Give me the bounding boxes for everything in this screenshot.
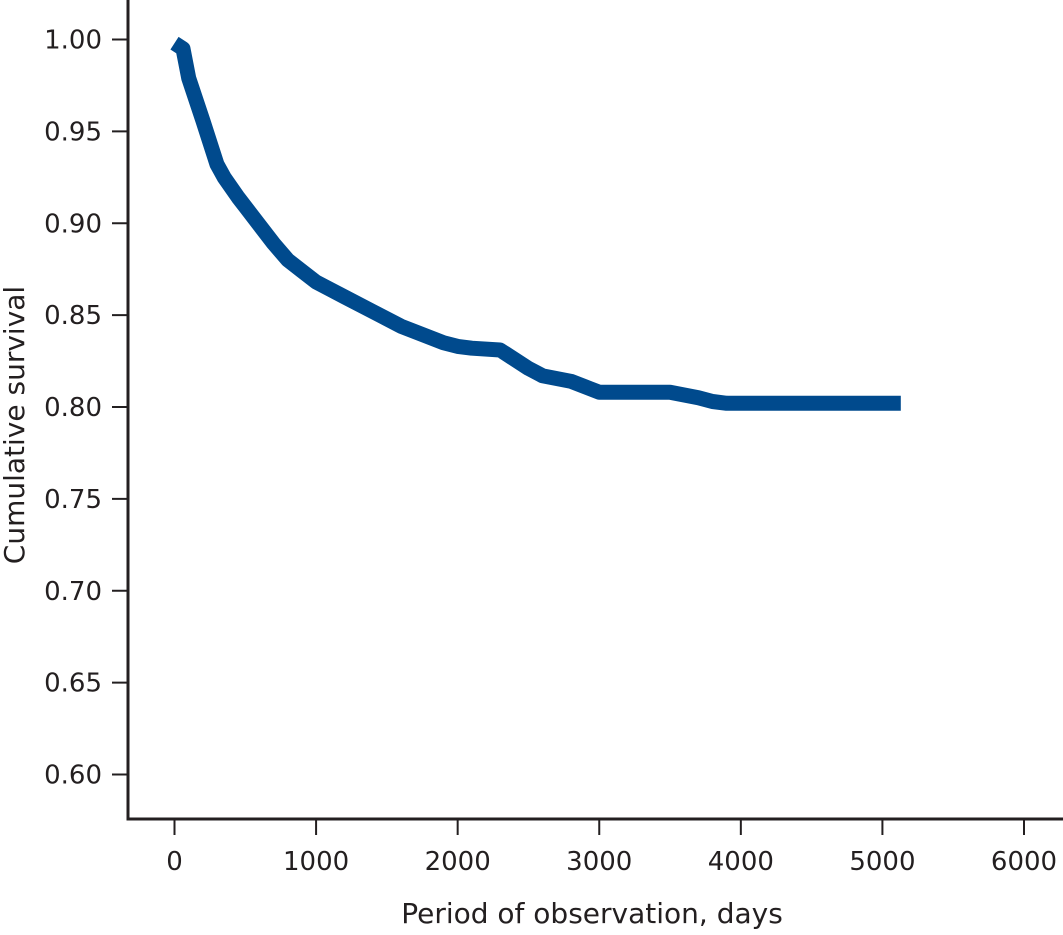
- x-tick-label: 6000: [991, 847, 1057, 877]
- x-axis-title: Period of observation, days: [401, 897, 783, 930]
- y-tick-label: 0.85: [44, 301, 102, 331]
- y-axis-title: Cumulative survival: [0, 286, 31, 564]
- y-tick-label: 1.00: [44, 26, 102, 56]
- x-tick-label: 3000: [566, 847, 632, 877]
- y-axis-ticks: 0.60 0.65 0.70 0.75 0.80 0.85 0.90 0.95 1.00: [44, 26, 128, 791]
- y-tick-label: 0.80: [44, 393, 102, 423]
- y-tick-label: 0.75: [44, 485, 102, 515]
- x-tick-label: 1000: [283, 847, 349, 877]
- series: [175, 43, 901, 403]
- y-tick-label: 0.60: [44, 761, 102, 791]
- y-tick-label: 0.65: [44, 669, 102, 699]
- axes: [127, 0, 1063, 821]
- x-tick-label: 4000: [708, 847, 774, 877]
- y-tick-label: 0.70: [44, 577, 102, 607]
- x-axis-ticks: 0 1000 2000 3000 4000 5000 6000: [166, 819, 1057, 877]
- x-tick-label: 0: [166, 847, 183, 877]
- y-tick-label: 0.90: [44, 209, 102, 239]
- x-tick-label: 2000: [425, 847, 491, 877]
- survival-curve-line: [175, 43, 901, 403]
- y-tick-label: 0.95: [44, 117, 102, 147]
- x-tick-label: 5000: [849, 847, 915, 877]
